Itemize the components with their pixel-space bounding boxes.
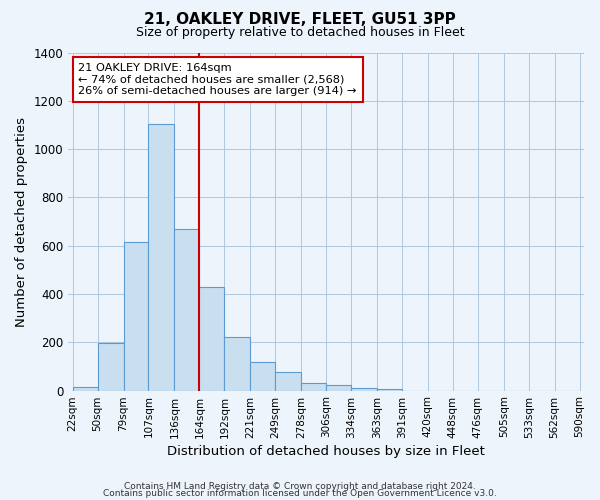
Bar	[351, 388, 377, 390]
Text: Size of property relative to detached houses in Fleet: Size of property relative to detached ho…	[136, 26, 464, 39]
Text: Contains public sector information licensed under the Open Government Licence v3: Contains public sector information licen…	[103, 489, 497, 498]
Bar	[148, 124, 175, 390]
X-axis label: Distribution of detached houses by size in Fleet: Distribution of detached houses by size …	[167, 444, 485, 458]
Bar	[326, 384, 351, 390]
Y-axis label: Number of detached properties: Number of detached properties	[15, 116, 28, 326]
Bar	[250, 362, 275, 390]
Bar	[224, 338, 250, 390]
Text: 21, OAKLEY DRIVE, FLEET, GU51 3PP: 21, OAKLEY DRIVE, FLEET, GU51 3PP	[144, 12, 456, 28]
Bar	[175, 229, 199, 390]
Text: 21 OAKLEY DRIVE: 164sqm
← 74% of detached houses are smaller (2,568)
26% of semi: 21 OAKLEY DRIVE: 164sqm ← 74% of detache…	[79, 62, 357, 96]
Bar	[301, 384, 326, 390]
Bar	[275, 372, 301, 390]
Bar	[199, 286, 224, 391]
Bar	[98, 344, 124, 390]
Bar	[124, 242, 148, 390]
Text: Contains HM Land Registry data © Crown copyright and database right 2024.: Contains HM Land Registry data © Crown c…	[124, 482, 476, 491]
Bar	[73, 387, 98, 390]
